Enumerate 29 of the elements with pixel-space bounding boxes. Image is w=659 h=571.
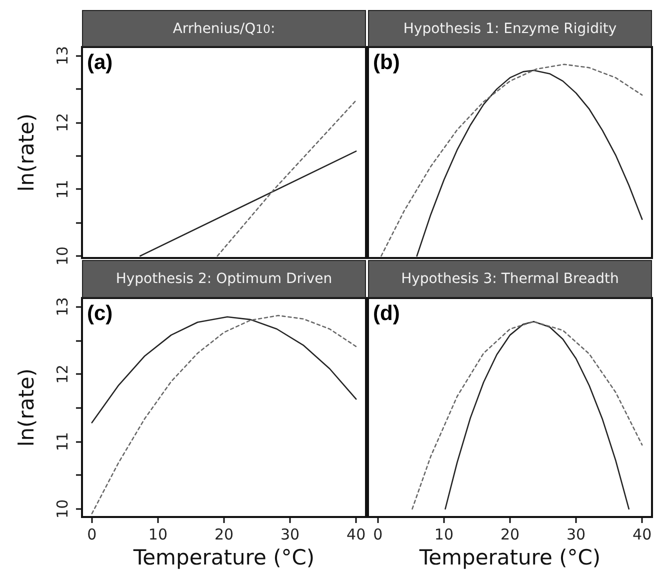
y-axis-title: ln(rate): [14, 368, 38, 447]
annotation: (b): [373, 51, 400, 75]
x-tick-label: 30: [566, 526, 586, 544]
x-axis-title: Temperature (°C): [132, 545, 315, 570]
y-tick-label: 10: [54, 246, 72, 266]
x-tick-label: 10: [148, 526, 168, 544]
chart-title: Hypothesis 1: Enzyme Rigidity: [368, 10, 652, 47]
y-tick-label: 12: [54, 364, 72, 384]
x-tick-label: 30: [280, 526, 300, 544]
y-tick-label: 11: [54, 432, 72, 452]
chart-title: Hypothesis 3: Thermal Breadth: [368, 260, 652, 298]
y-tick-label: 12: [54, 112, 72, 132]
x-tick-label: 40: [632, 526, 652, 544]
x-tick-label: 10: [434, 526, 454, 544]
x-axis-title: Temperature (°C): [418, 545, 601, 570]
x-tick-label: 0: [87, 526, 97, 544]
x-tick-label: 40: [346, 526, 366, 544]
annotation: (a): [87, 51, 113, 75]
chart-title: Hypothesis 2: Optimum Driven: [82, 260, 366, 298]
annotation: (c): [87, 302, 113, 326]
y-tick-label: 11: [54, 180, 72, 199]
y-axis-title: ln(rate): [14, 113, 38, 192]
annotation: (d): [373, 302, 400, 326]
y-tick-label: 13: [54, 297, 72, 316]
y-tick-label: 10: [54, 499, 72, 518]
x-tick-label: 20: [214, 526, 234, 544]
y-tick-label: 13: [54, 46, 72, 66]
x-tick-label: 20: [500, 526, 520, 544]
x-tick-label: 0: [373, 526, 383, 544]
